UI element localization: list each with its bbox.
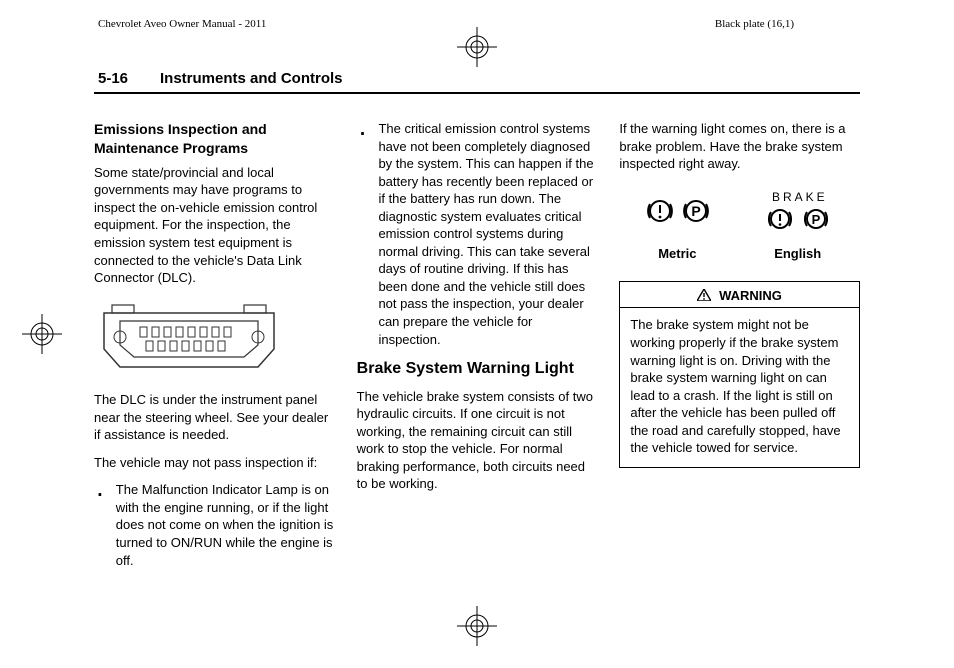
page-number: 5-16 — [98, 70, 128, 87]
warning-box: WARNING The brake system might not be wo… — [619, 281, 860, 468]
bullet-item: . The critical emission control systems … — [357, 120, 598, 348]
registration-mark-left-icon — [22, 314, 62, 354]
header-left-text: Chevrolet Aveo Owner Manual - 2011 — [98, 18, 266, 30]
metric-brake-icon: P — [642, 194, 718, 233]
bullet-text: The Malfunction Indicator Lamp is on wit… — [116, 481, 335, 569]
brake-word-label: BRAKE — [762, 189, 838, 205]
bullet-item: . The Malfunction Indicator Lamp is on w… — [94, 481, 335, 569]
registration-mark-top-icon — [457, 27, 497, 67]
column-1: Emissions Inspection and Maintenance Pro… — [94, 120, 335, 608]
warning-body-text: The brake system might not be working pr… — [620, 308, 859, 466]
brake-warning-heading: Brake System Warning Light — [357, 358, 598, 380]
brake-p2: If the warning light comes on, there is … — [619, 120, 860, 173]
dlc-connector-diagram-icon — [94, 297, 335, 382]
bullet-text: The critical emission control systems ha… — [378, 120, 597, 348]
english-label: English — [774, 245, 821, 263]
metric-label: Metric — [658, 245, 696, 263]
svg-text:P: P — [691, 203, 700, 219]
registration-mark-bottom-icon — [457, 606, 497, 646]
column-2: . The critical emission control systems … — [357, 120, 598, 608]
english-brake-icon: BRAKE P — [762, 189, 838, 238]
emissions-p2: The DLC is under the instrument panel ne… — [94, 391, 335, 444]
bullet-dot-icon: . — [359, 120, 367, 348]
brake-indicator-symbols: P BRAKE P — [619, 189, 860, 238]
header-rule — [94, 92, 860, 94]
header-right-text: Black plate (16,1) — [715, 18, 794, 30]
emissions-p1: Some state/provincial and local governme… — [94, 164, 335, 287]
warning-triangle-icon — [697, 288, 715, 303]
content-columns: Emissions Inspection and Maintenance Pro… — [94, 120, 860, 608]
warning-title-text: WARNING — [719, 288, 782, 303]
warning-title: WARNING — [620, 282, 859, 309]
svg-text:P: P — [811, 212, 820, 227]
column-3: If the warning light comes on, there is … — [619, 120, 860, 608]
emissions-subhead: Emissions Inspection and Maintenance Pro… — [94, 120, 335, 158]
indicator-labels-row: Metric English — [619, 245, 860, 263]
section-title: Instruments and Controls — [160, 70, 343, 87]
brake-p1: The vehicle brake system consists of two… — [357, 388, 598, 493]
manual-page: Chevrolet Aveo Owner Manual - 2011 Black… — [0, 0, 954, 668]
bullet-dot-icon: . — [96, 481, 104, 569]
emissions-p3: The vehicle may not pass inspection if: — [94, 454, 335, 472]
